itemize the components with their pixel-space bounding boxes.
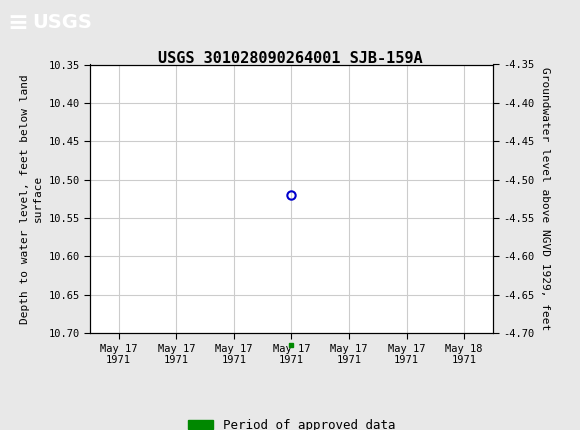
Y-axis label: Groundwater level above NGVD 1929, feet: Groundwater level above NGVD 1929, feet [540,67,550,331]
Legend: Period of approved data: Period of approved data [183,414,400,430]
Y-axis label: Depth to water level, feet below land
surface: Depth to water level, feet below land su… [20,74,43,324]
Text: ≡: ≡ [7,11,28,34]
Text: USGS 301028090264001 SJB-159A: USGS 301028090264001 SJB-159A [158,51,422,65]
Text: USGS: USGS [32,13,92,32]
